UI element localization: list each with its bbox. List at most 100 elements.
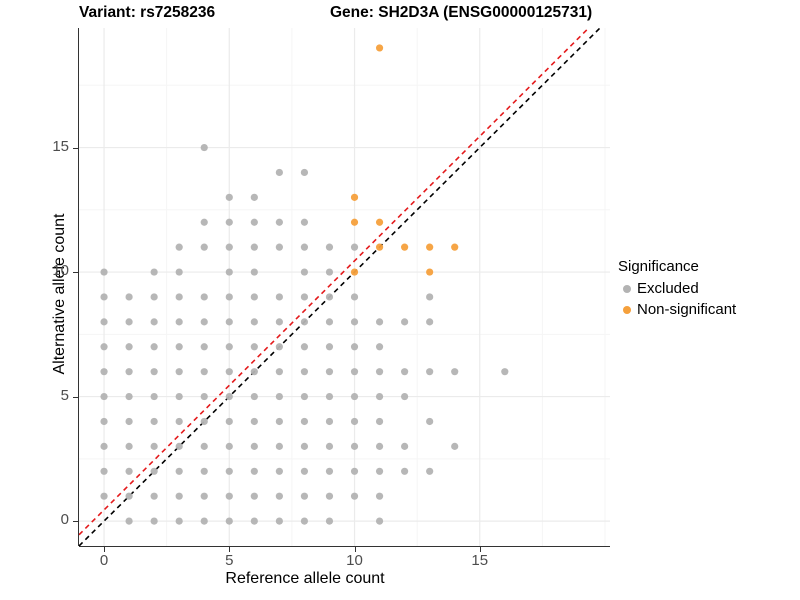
data-point — [300, 168, 309, 177]
data-point — [275, 442, 283, 450]
data-point — [100, 293, 108, 301]
data-point — [175, 368, 183, 376]
data-point — [225, 442, 233, 450]
y-axis — [78, 28, 80, 546]
x-tick-label-15: 15 — [471, 552, 489, 569]
data-point — [325, 392, 334, 401]
data-point — [275, 343, 283, 351]
data-point — [150, 343, 158, 351]
data-point — [175, 417, 183, 426]
data-point — [426, 268, 434, 276]
legend-dot-excluded-icon — [618, 284, 635, 293]
data-point — [375, 392, 384, 401]
data-point — [325, 243, 334, 251]
data-point — [100, 442, 108, 450]
data-point — [125, 467, 133, 475]
data-point — [125, 368, 133, 376]
y-tick-label-0: 0 — [60, 511, 69, 529]
data-point — [375, 368, 384, 376]
data-point — [275, 293, 283, 301]
data-point — [375, 343, 384, 351]
data-point — [426, 368, 434, 376]
data-point — [200, 293, 208, 301]
data-point — [175, 517, 183, 525]
data-point — [100, 318, 108, 326]
data-point — [300, 492, 309, 500]
data-point — [275, 318, 283, 326]
data-point — [375, 44, 384, 52]
data-point — [150, 417, 158, 426]
data-point — [175, 392, 183, 401]
data-point — [150, 467, 158, 475]
data-point — [175, 243, 183, 251]
y-tick-label-5: 5 — [60, 386, 69, 404]
data-point — [300, 318, 309, 326]
data-point — [401, 243, 409, 251]
data-point — [250, 218, 258, 226]
data-point — [300, 218, 309, 226]
data-point — [451, 368, 459, 376]
data-point — [200, 143, 208, 152]
series-excluded — [100, 143, 509, 525]
data-point — [150, 318, 158, 326]
data-point — [375, 243, 384, 251]
x-tick-label-0: 0 — [99, 552, 109, 569]
data-point — [300, 442, 309, 450]
data-point — [375, 318, 384, 326]
data-point — [300, 517, 309, 525]
data-point — [300, 293, 309, 301]
data-point — [125, 392, 133, 401]
data-point — [200, 517, 208, 525]
x-tick-mark — [229, 547, 231, 552]
data-point — [300, 268, 309, 276]
data-point — [350, 467, 359, 475]
data-point — [401, 368, 409, 376]
data-point — [125, 517, 133, 525]
data-point — [300, 417, 309, 426]
data-point — [100, 268, 108, 276]
data-point — [225, 243, 233, 251]
data-point — [225, 467, 233, 475]
data-point — [401, 392, 409, 401]
data-point — [100, 417, 108, 426]
x-tick-mark — [104, 547, 106, 552]
legend-label-excluded: Excluded — [637, 280, 699, 297]
y-tick-mark — [73, 521, 78, 523]
data-point — [325, 368, 334, 376]
data-point — [426, 467, 434, 475]
data-point — [150, 392, 158, 401]
data-point — [125, 293, 133, 301]
data-point — [125, 343, 133, 351]
data-point — [225, 517, 233, 525]
y-tick-mark — [73, 396, 78, 398]
data-point — [426, 293, 434, 301]
data-point — [350, 268, 359, 276]
data-point — [250, 392, 258, 401]
data-point — [250, 268, 258, 276]
data-point — [175, 318, 183, 326]
legend-item-excluded[interactable]: Excluded — [618, 278, 736, 299]
legend-item-non-significant[interactable]: Non-significant — [618, 299, 736, 320]
data-point — [501, 368, 509, 376]
data-point — [426, 318, 434, 326]
data-point — [300, 343, 309, 351]
data-point — [350, 417, 359, 426]
data-point — [426, 243, 434, 251]
data-point — [225, 492, 233, 500]
data-point — [200, 243, 208, 251]
gene-title: Gene: SH2D3A (ENSG00000125731) — [330, 4, 593, 21]
data-point — [125, 442, 133, 450]
data-point — [325, 343, 334, 351]
data-point — [275, 243, 283, 251]
data-point — [150, 492, 158, 500]
data-point — [225, 318, 233, 326]
legend-dot-non-significant-icon — [618, 305, 635, 314]
data-point — [375, 492, 384, 500]
data-point — [401, 467, 409, 475]
legend: Significance Excluded Non-significant — [618, 258, 736, 320]
data-point — [250, 318, 258, 326]
data-point — [200, 318, 208, 326]
data-point — [275, 368, 283, 376]
data-point — [250, 193, 258, 201]
data-point — [350, 442, 359, 450]
